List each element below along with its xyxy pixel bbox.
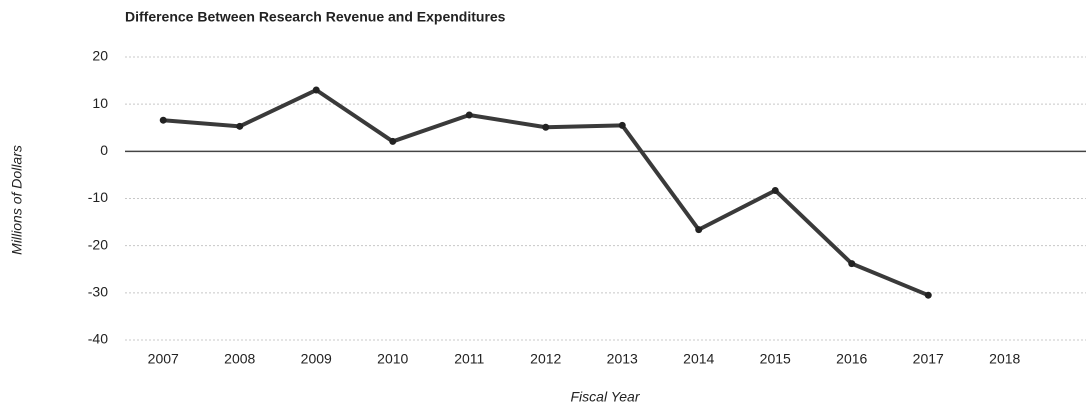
- data-point: [542, 123, 550, 131]
- data-point: [159, 116, 167, 124]
- x-tick-label: 2014: [683, 351, 714, 367]
- x-tick-label: 2008: [224, 351, 255, 367]
- y-tick-label: -20: [88, 236, 108, 252]
- data-point: [771, 186, 779, 194]
- x-tick-label: 2015: [760, 351, 791, 367]
- x-tick-label: 2011: [454, 351, 484, 367]
- y-tick-label: -30: [88, 284, 108, 300]
- data-point: [389, 137, 397, 145]
- data-point: [924, 291, 932, 299]
- data-point: [465, 111, 473, 119]
- y-axis-title: Millions of Dollars: [9, 145, 25, 255]
- data-point: [312, 86, 320, 94]
- y-tick-label: -40: [88, 331, 108, 347]
- data-line: [163, 88, 930, 298]
- chart-title: Difference Between Research Revenue and …: [125, 9, 506, 25]
- y-tick-label: 20: [92, 48, 108, 64]
- y-tick-label: -10: [88, 189, 108, 205]
- x-axis-title: Fiscal Year: [571, 389, 641, 405]
- y-tick-label: 0: [100, 142, 108, 158]
- data-point: [618, 121, 626, 129]
- data-point: [695, 226, 703, 234]
- x-tick-label: 2010: [377, 351, 408, 367]
- x-tick-label: 2007: [148, 351, 179, 367]
- data-point: [236, 122, 244, 130]
- data-point: [848, 260, 856, 268]
- x-tick-label: 2009: [301, 351, 332, 367]
- x-tick-label: 2017: [913, 351, 944, 367]
- y-tick-label: 10: [92, 95, 108, 111]
- x-tick-label: 2012: [530, 351, 561, 367]
- x-tick-label: 2018: [989, 351, 1020, 367]
- x-tick-label: 2016: [836, 351, 867, 367]
- x-tick-label: 2013: [607, 351, 638, 367]
